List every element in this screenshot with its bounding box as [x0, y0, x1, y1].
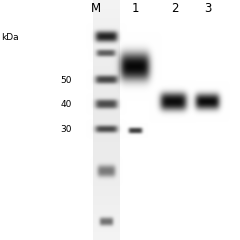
Text: 3: 3	[204, 2, 211, 15]
Text: 2: 2	[171, 2, 179, 15]
Text: kDa: kDa	[1, 33, 19, 42]
Text: 40: 40	[61, 100, 72, 109]
Text: M: M	[91, 2, 101, 15]
Text: 50: 50	[60, 76, 72, 85]
Text: 1: 1	[132, 2, 139, 15]
Text: 30: 30	[60, 125, 72, 134]
